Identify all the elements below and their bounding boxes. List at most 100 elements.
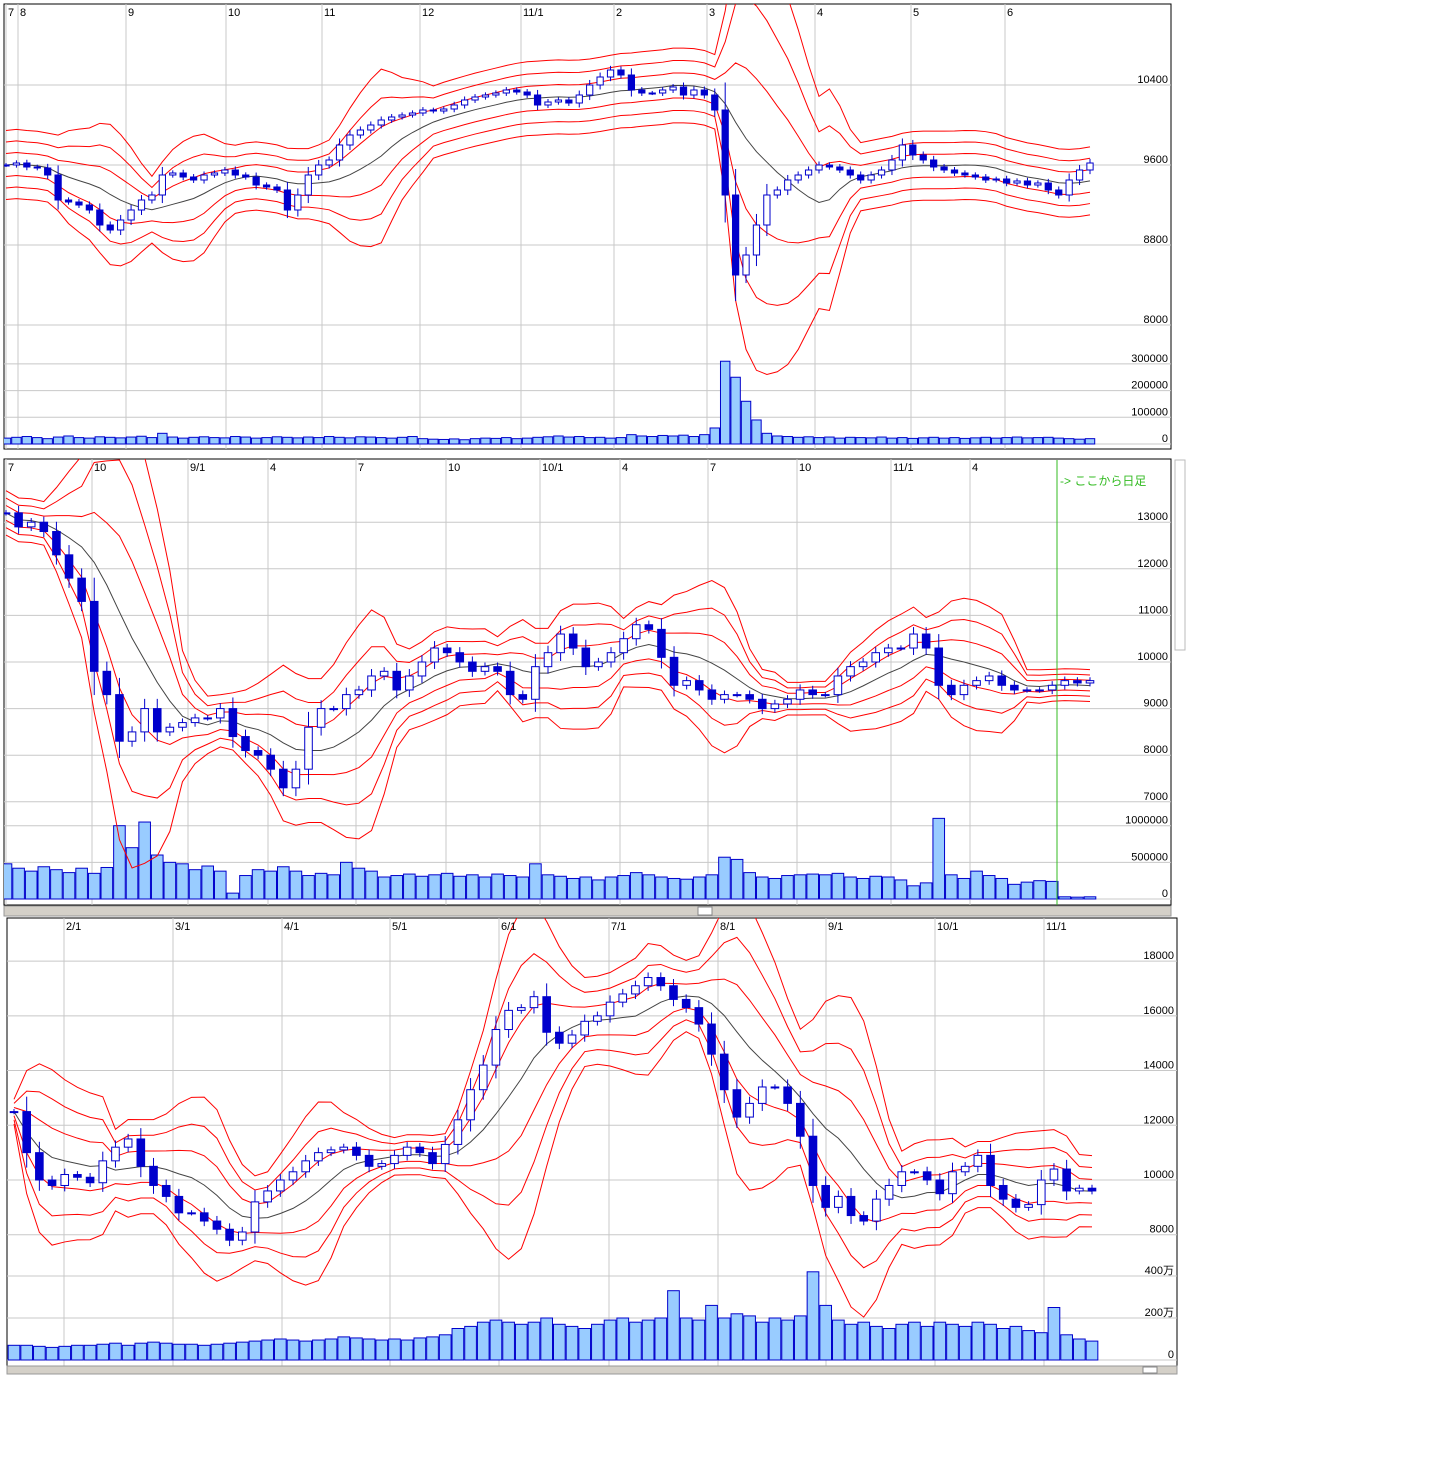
y-tick-label: 8800 [1144,234,1168,246]
candle [85,201,94,214]
scrollbar-thumb[interactable] [697,906,713,916]
volume-bar [876,436,887,445]
candle-body [631,985,640,995]
volume-bar [188,869,202,900]
candle [22,1096,31,1168]
candle [871,647,881,668]
candle [745,1096,754,1124]
x-tick-label: 7 [8,462,14,474]
candle-body [1013,180,1021,184]
candle-body [857,174,865,181]
candle-body [54,174,62,201]
candle [619,631,628,660]
x-tick-label: 8/1 [720,921,735,933]
volume-bar [717,1317,731,1361]
volume-bar [375,1339,389,1361]
candle [1075,164,1084,186]
volume-bar [984,1323,997,1361]
volume-bar [1074,438,1085,445]
candle-body [283,189,292,211]
candle [178,718,187,732]
scrollbar-panel-3[interactable] [6,1365,1178,1375]
volume-bar [869,875,883,900]
volume-bar [172,1343,186,1361]
volume-tick-label: 500000 [1131,851,1168,863]
volume-bar [125,436,137,445]
candle [123,1133,133,1153]
bollinger-band-line [5,122,1091,375]
volume-bar [94,436,106,445]
candle-body [199,1212,209,1222]
candle [242,172,250,180]
candle [346,129,354,151]
candle [555,1026,564,1050]
x-tick-label: 4 [270,462,276,474]
candle-body [919,154,927,161]
volume-bar [292,437,304,445]
volume-bar [511,438,522,445]
candle [148,191,156,204]
daily-start-annotation: -> ここから日足 [1060,474,1146,488]
candle-body [329,708,339,711]
candle-body [884,647,893,654]
candle [1055,186,1063,199]
candle-body [339,1146,349,1151]
candle-body [1060,680,1070,686]
candle [237,1226,247,1246]
volume-bar [692,876,706,900]
volume-bar [886,437,898,445]
candle [997,670,1007,691]
x-tick-label: 3/1 [175,921,190,933]
candle-body [618,993,628,1003]
candle-body [921,633,931,649]
volume-bar [856,877,870,900]
candle [617,66,625,79]
candle-body [784,179,792,191]
candle-body [22,1111,31,1154]
volume-bar [365,870,378,900]
candle [187,1210,196,1216]
candle-body [346,134,354,146]
volume-bar [71,1344,84,1361]
volume-bar [709,427,720,445]
volume-bar [719,360,731,445]
volume-bar [501,437,512,445]
candle [690,86,698,99]
volume-bar [390,875,404,900]
candle-body [294,194,302,211]
candle-body [26,521,36,528]
candle-body [187,1212,196,1215]
y-tick-label: 13000 [1137,511,1168,523]
candle [947,679,956,701]
volume-bar [261,1339,274,1361]
candle-body [250,1201,260,1233]
scrollbar-panel-2[interactable] [3,905,1172,917]
volume-bar [1022,1330,1035,1361]
candle [440,106,448,114]
candle-body [960,1165,970,1173]
scrollbar-thumb[interactable] [1142,1366,1158,1374]
volume-bar [438,438,449,445]
candle-body [804,169,813,176]
candle-body [763,194,771,226]
y-tick-label: 10000 [1143,1169,1174,1181]
volume-bar [514,1323,528,1361]
candle [190,713,200,727]
volume-bar [188,436,199,445]
volume-bar [615,437,627,445]
candle [85,1172,95,1188]
chart-panel-2: 7 10 9/1 4 7 10 10/1 4 7 10 11/1 4 13000 12000 11000 10… [3,458,1172,906]
candle [367,121,375,134]
candle-body [158,174,166,196]
candle [468,656,477,677]
candle [694,675,704,696]
candle-body [1055,189,1063,196]
volume-bar [407,436,418,445]
candle-body [405,675,414,691]
volume-bar [147,1341,160,1361]
candle [643,972,653,991]
candle-body [742,254,750,276]
candle-body [617,69,625,76]
candle-body [930,159,938,168]
